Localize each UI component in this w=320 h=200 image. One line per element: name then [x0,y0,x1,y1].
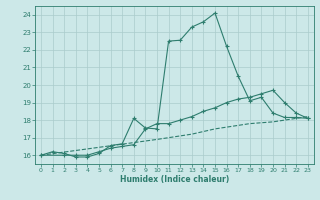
X-axis label: Humidex (Indice chaleur): Humidex (Indice chaleur) [120,175,229,184]
